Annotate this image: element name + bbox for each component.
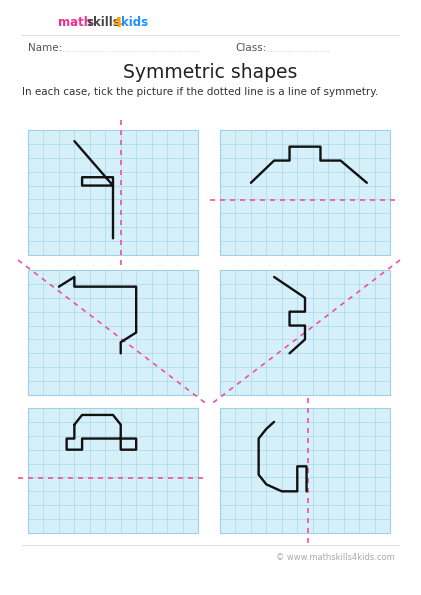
Bar (28, 408, 198, 533)
Bar (220, 408, 390, 533)
Text: 4: 4 (112, 16, 122, 30)
Bar (220, 130, 390, 255)
Bar (28, 270, 198, 395)
Text: math: math (58, 17, 92, 30)
Bar (28, 130, 198, 255)
Text: skills: skills (86, 17, 120, 30)
Text: Name:: Name: (28, 43, 62, 53)
Text: kids: kids (121, 17, 148, 30)
Text: ......................: ...................... (267, 45, 330, 54)
Text: Symmetric shapes: Symmetric shapes (123, 62, 297, 82)
Text: © www.mathskills4kids.com: © www.mathskills4kids.com (276, 553, 395, 562)
Text: Class:: Class: (235, 43, 266, 53)
Bar (220, 270, 390, 395)
Text: In each case, tick the picture if the dotted line is a line of symmetry.: In each case, tick the picture if the do… (22, 87, 378, 97)
Text: ................................................: ........................................… (62, 45, 200, 54)
